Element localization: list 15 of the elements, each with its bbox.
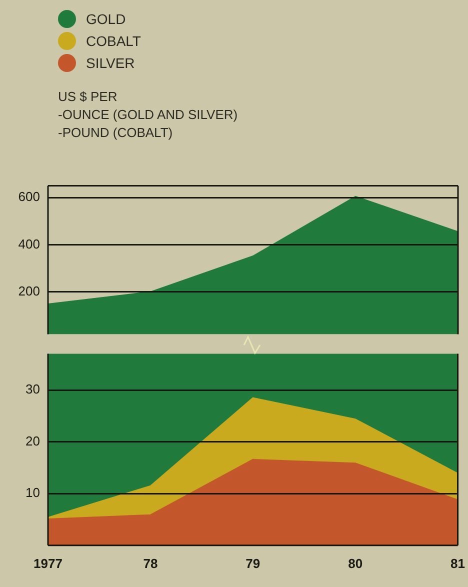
legend-label: SILVER bbox=[86, 55, 135, 71]
x-tick-label: 78 bbox=[143, 556, 158, 571]
y-tick-label: 10 bbox=[26, 485, 40, 500]
y-tick-label: 400 bbox=[18, 236, 40, 252]
x-tick-label: 79 bbox=[246, 556, 260, 571]
x-tick-label: 1977 bbox=[34, 556, 62, 571]
y-axis-title: US $ PER -OUNCE (GOLD AND SILVER) -POUND (COBALT) bbox=[58, 88, 238, 142]
y-tick-label: 30 bbox=[26, 382, 40, 397]
x-tick-label: 81 bbox=[450, 556, 466, 571]
legend-label: COBALT bbox=[86, 33, 141, 49]
y-tick-label: 200 bbox=[18, 283, 40, 298]
x-tick-label: 80 bbox=[348, 556, 363, 571]
y-tick-label: 600 bbox=[18, 189, 40, 204]
legend-label: GOLD bbox=[86, 11, 126, 27]
y-tick-label: 20 bbox=[26, 433, 40, 448]
